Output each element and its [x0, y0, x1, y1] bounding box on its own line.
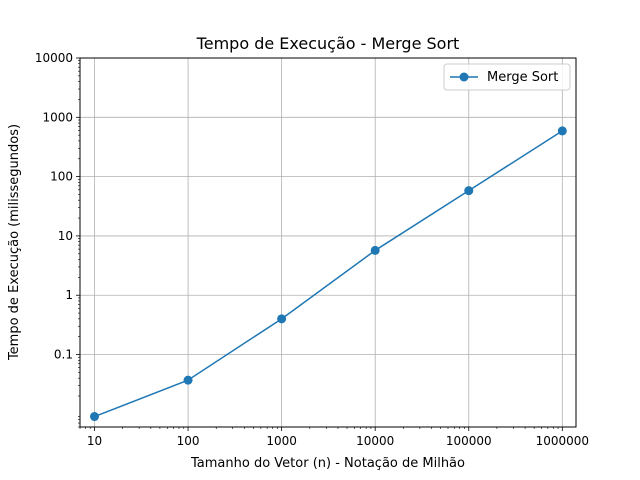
- legend-label: Merge Sort: [487, 70, 558, 85]
- data-point: [557, 126, 567, 136]
- legend: Merge Sort: [443, 63, 571, 91]
- chart-title: Tempo de Execução - Merge Sort: [196, 34, 460, 53]
- series-line: [94, 130, 563, 418]
- legend-marker: [459, 72, 469, 82]
- series-layer: [89, 126, 567, 422]
- data-point: [370, 245, 380, 255]
- y-tick-label: 1000: [42, 110, 73, 124]
- y-tick-label: 10: [58, 229, 73, 243]
- x-tick-label: 1000: [266, 434, 297, 448]
- data-point: [183, 375, 193, 385]
- plot-area: [79, 57, 577, 428]
- data-point: [464, 186, 474, 196]
- y-tick-label: 100: [50, 170, 73, 184]
- x-tick-label: 10: [87, 434, 102, 448]
- x-axis: 10 100 1000 10000 100000 1000000: [79, 427, 589, 448]
- x-tick-label: 100000: [446, 434, 492, 448]
- x-tick-label: 100: [177, 434, 200, 448]
- data-point: [89, 412, 99, 422]
- legend-box: [443, 63, 571, 91]
- y-tick-label: 1: [65, 288, 73, 302]
- grid: [80, 57, 576, 427]
- x-axis-label: Tamanho do Vetor (n) - Notação de Milhão: [190, 456, 465, 471]
- y-axis-label: Tempo de Execução (milissegundos): [7, 124, 22, 361]
- data-point: [277, 314, 287, 324]
- x-tick-label: 1000000: [536, 434, 589, 448]
- y-tick-label: 0.1: [54, 348, 73, 362]
- x-tick-label: 10000: [356, 434, 394, 448]
- y-tick-label: 10000: [35, 51, 73, 65]
- y-axis: 0.1 1 10 100 1000 10000: [35, 51, 80, 428]
